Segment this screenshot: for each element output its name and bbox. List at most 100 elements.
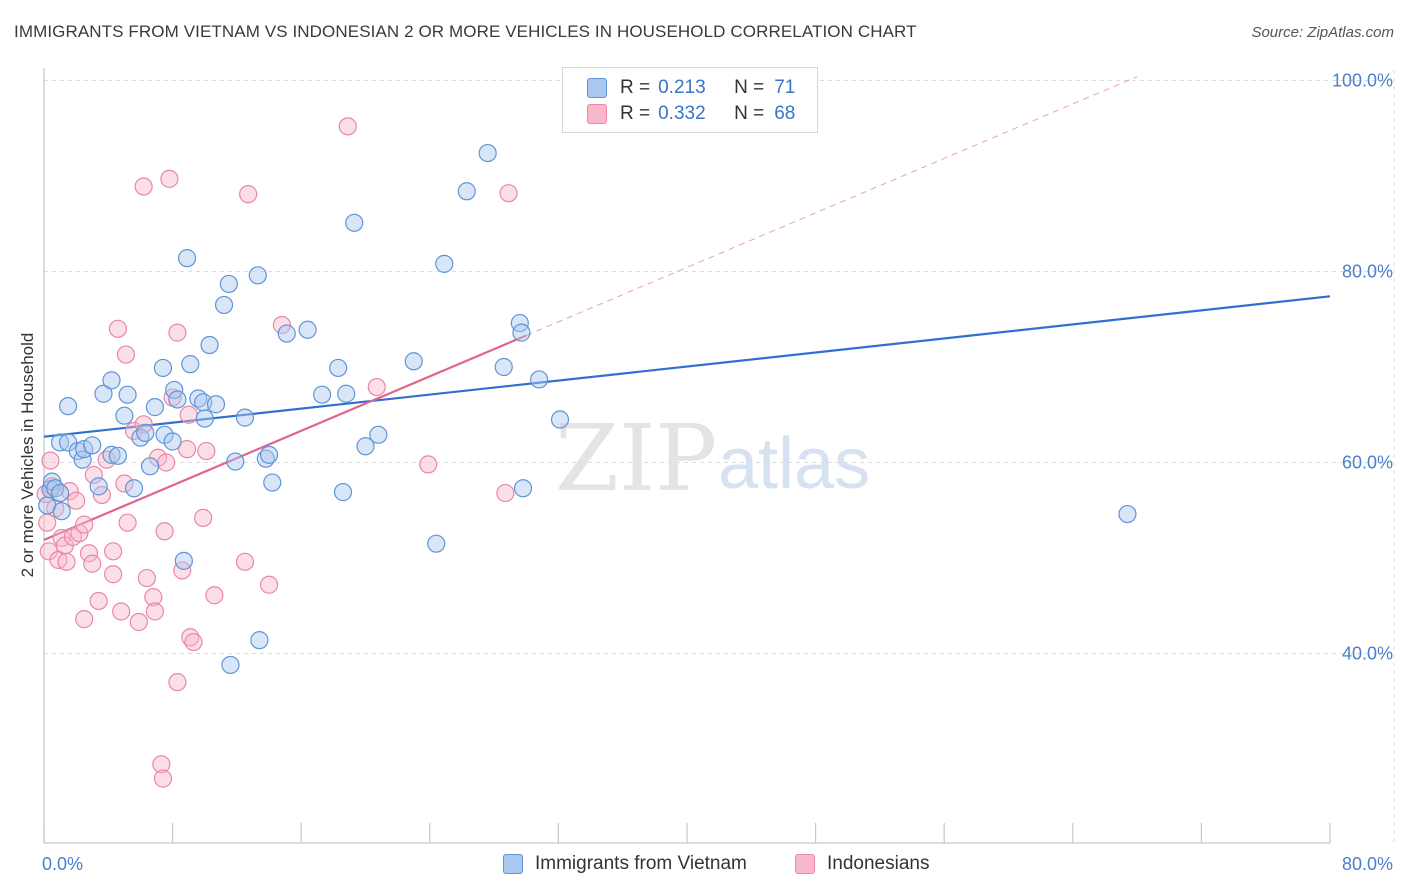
indonesian-point bbox=[83, 554, 102, 573]
vietnam-point bbox=[329, 358, 348, 378]
indonesian-point bbox=[89, 591, 108, 611]
chart-title: IMMIGRANTS FROM VIETNAM VS INDONESIAN 2 … bbox=[14, 22, 917, 41]
vietnam-point bbox=[153, 358, 173, 378]
vietnam-point bbox=[118, 385, 137, 404]
vietnam-point bbox=[277, 324, 296, 343]
watermark-zip-text: ZIP bbox=[555, 405, 717, 512]
vietnam-point bbox=[510, 313, 529, 333]
indonesian-point bbox=[84, 465, 103, 485]
indonesian-point bbox=[112, 602, 131, 621]
indonesian-point bbox=[145, 602, 165, 621]
indonesian-point bbox=[499, 184, 518, 203]
vietnam-point bbox=[108, 446, 128, 465]
vietnam-point bbox=[124, 479, 144, 498]
vietnam-swatch bbox=[587, 78, 607, 98]
vietnam-point bbox=[195, 409, 214, 428]
vietnam-point bbox=[177, 249, 197, 268]
vietnam-point bbox=[530, 370, 549, 389]
vietnam-point bbox=[457, 182, 476, 201]
vietnam-point bbox=[94, 384, 113, 403]
vietnam-point bbox=[168, 390, 187, 409]
indonesian-point bbox=[41, 451, 60, 470]
indonesian-point bbox=[104, 565, 123, 584]
vietnam-point bbox=[513, 479, 533, 498]
indonesian-point bbox=[367, 377, 386, 397]
vietnam-point bbox=[200, 335, 219, 355]
vietnam-r-value: 0.213 bbox=[658, 77, 706, 98]
indonesian-point bbox=[419, 455, 438, 474]
x-tick-label: 80.0% bbox=[1342, 854, 1393, 874]
indonesian-point bbox=[168, 323, 187, 342]
indonesian-point bbox=[194, 508, 213, 527]
vietnam-point bbox=[550, 410, 570, 429]
indonesian-point bbox=[153, 769, 173, 788]
indonesian-point bbox=[134, 177, 153, 196]
vietnam-point bbox=[312, 385, 332, 404]
vietnam-point bbox=[356, 437, 375, 456]
vietnam-point bbox=[512, 323, 531, 342]
vietnam-point bbox=[102, 445, 121, 464]
r-label: R = bbox=[620, 77, 651, 98]
trend-lines bbox=[43, 76, 1331, 541]
vietnam-point bbox=[145, 398, 165, 417]
vietnam-swatch bbox=[503, 854, 523, 874]
vietnam-point bbox=[181, 355, 200, 374]
y-tick-label: 40.0% bbox=[1342, 644, 1393, 664]
r-label: R = bbox=[620, 103, 651, 124]
vietnam-point bbox=[263, 473, 282, 492]
indonesian-point bbox=[137, 568, 156, 588]
vietnam-point bbox=[298, 320, 317, 339]
indonesian-point bbox=[205, 586, 224, 605]
vietnam-point bbox=[59, 397, 78, 416]
vietnam-point bbox=[115, 406, 134, 425]
watermark-atlas-text: atlas bbox=[718, 424, 870, 504]
indonesian-point bbox=[179, 405, 198, 424]
data-points bbox=[36, 117, 1137, 788]
vietnam-point bbox=[136, 423, 155, 442]
vietnam-point bbox=[140, 457, 160, 476]
vietnam-point bbox=[165, 380, 184, 400]
indonesian-legend-label: Indonesians bbox=[827, 853, 930, 874]
vietnam-point bbox=[163, 432, 182, 451]
vietnam-point bbox=[333, 483, 353, 502]
axes bbox=[43, 68, 1331, 844]
indonesian-point bbox=[259, 575, 279, 594]
vietnam-point bbox=[1118, 504, 1137, 524]
indonesian-point bbox=[79, 544, 99, 563]
vietnam-trend-line bbox=[43, 295, 1331, 438]
vietnam-point bbox=[345, 213, 364, 232]
vietnam-point bbox=[174, 551, 193, 570]
indonesian-r-value: 0.332 bbox=[658, 103, 706, 124]
bottom-legend-indonesian: Indonesians bbox=[795, 851, 929, 877]
vietnam-point bbox=[369, 425, 388, 444]
vietnam-point bbox=[83, 436, 102, 455]
indonesian-trend-line bbox=[43, 334, 527, 541]
indonesian-point bbox=[272, 315, 292, 335]
bottom-legend-vietnam: Immigrants from Vietnam bbox=[503, 851, 747, 877]
indonesian-point bbox=[235, 552, 255, 571]
indonesian-point bbox=[70, 524, 89, 543]
vietnam-point bbox=[221, 655, 240, 675]
indonesian-point bbox=[57, 552, 76, 571]
source-label: Source: ZipAtlas.com bbox=[1251, 24, 1394, 41]
vietnam-point bbox=[102, 371, 121, 390]
stats-legend: R = 0.213 N = 71 R = 0.332 N = 68 bbox=[562, 67, 818, 133]
vietnam-point bbox=[250, 631, 269, 650]
vietnam-point bbox=[219, 274, 238, 294]
vietnam-legend-label: Immigrants from Vietnam bbox=[535, 853, 747, 874]
vietnam-point bbox=[435, 254, 454, 273]
indonesian-point bbox=[75, 610, 94, 629]
indonesian-point bbox=[496, 483, 515, 503]
y-tick-label: 60.0% bbox=[1342, 453, 1393, 473]
indonesian-point bbox=[177, 440, 197, 459]
vietnam-point bbox=[248, 266, 267, 285]
indonesian-point bbox=[75, 515, 94, 534]
indonesian-n-value: 68 bbox=[774, 103, 796, 124]
vietnam-point bbox=[206, 395, 226, 414]
x-tick-label: 0.0% bbox=[42, 854, 83, 874]
indonesian-point bbox=[338, 117, 357, 136]
indonesian-point bbox=[115, 474, 134, 493]
indonesian-point bbox=[168, 673, 187, 692]
vietnam-point bbox=[404, 352, 423, 371]
vietnam-point bbox=[494, 357, 513, 377]
